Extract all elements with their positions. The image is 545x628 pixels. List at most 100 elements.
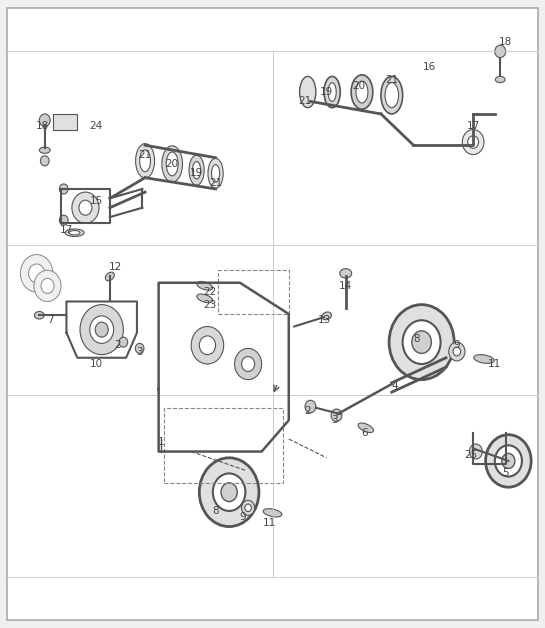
Circle shape [221,483,237,502]
Ellipse shape [328,83,336,102]
Circle shape [72,192,99,224]
Ellipse shape [34,311,44,319]
Circle shape [331,409,342,421]
Text: 3: 3 [136,347,143,357]
Circle shape [199,458,259,526]
Circle shape [28,264,45,283]
Circle shape [34,270,61,301]
Ellipse shape [189,155,204,185]
Circle shape [502,453,515,468]
Text: 1: 1 [158,437,165,447]
Text: 4: 4 [391,381,398,391]
FancyBboxPatch shape [53,114,77,129]
Text: 12: 12 [108,262,122,272]
Circle shape [79,200,92,215]
Text: 17: 17 [60,225,73,235]
Ellipse shape [140,150,150,172]
Text: 5: 5 [502,468,509,479]
Ellipse shape [192,161,201,179]
Text: 22: 22 [203,287,217,297]
Circle shape [213,474,245,511]
Ellipse shape [65,229,84,237]
Text: 25: 25 [464,450,477,460]
Circle shape [468,136,479,148]
Circle shape [234,349,262,380]
Ellipse shape [300,77,316,107]
Ellipse shape [136,144,155,178]
Text: 13: 13 [317,315,331,325]
FancyBboxPatch shape [7,8,538,620]
Text: 15: 15 [90,197,103,207]
Circle shape [199,336,216,355]
Circle shape [135,344,144,354]
Text: 6: 6 [361,428,368,438]
Ellipse shape [351,75,373,109]
Circle shape [119,337,128,347]
Text: 19: 19 [190,168,203,178]
Text: 24: 24 [90,121,103,131]
Text: 2: 2 [305,406,311,416]
Circle shape [20,254,53,292]
Text: 19: 19 [320,87,334,97]
Circle shape [90,316,113,344]
Ellipse shape [208,158,223,188]
Circle shape [241,357,255,372]
Circle shape [453,347,461,356]
Circle shape [59,184,68,194]
Text: 11: 11 [488,359,501,369]
Circle shape [241,501,255,516]
Circle shape [39,114,50,126]
Ellipse shape [166,152,178,176]
Text: 9: 9 [239,512,246,522]
Text: 18: 18 [35,121,49,131]
Text: 17: 17 [467,121,480,131]
Circle shape [495,445,522,477]
Ellipse shape [211,165,220,182]
Text: 16: 16 [423,62,437,72]
Text: 20: 20 [166,159,179,169]
Circle shape [486,435,531,487]
Ellipse shape [162,146,183,182]
Ellipse shape [340,269,352,278]
Circle shape [469,444,482,459]
Circle shape [495,45,506,58]
Ellipse shape [322,312,331,320]
Circle shape [191,327,223,364]
Circle shape [412,331,432,354]
Circle shape [41,278,54,293]
Text: 8: 8 [212,506,219,516]
Ellipse shape [385,83,398,107]
Text: 23: 23 [203,300,217,310]
Text: 9: 9 [453,340,460,350]
Text: 2: 2 [114,340,122,350]
Text: 8: 8 [413,334,420,344]
Ellipse shape [263,509,282,517]
Circle shape [389,305,454,380]
Circle shape [40,156,49,166]
Ellipse shape [381,77,403,114]
Text: 21: 21 [209,178,222,188]
Ellipse shape [356,81,368,103]
Circle shape [245,504,251,512]
Circle shape [59,215,68,225]
Ellipse shape [324,77,340,107]
Circle shape [80,305,123,355]
Circle shape [462,129,484,154]
Circle shape [449,342,465,361]
Circle shape [403,320,440,364]
Text: 18: 18 [499,37,512,47]
Ellipse shape [105,272,114,281]
Text: 11: 11 [263,519,276,528]
Circle shape [95,322,108,337]
Ellipse shape [474,355,494,364]
Text: 3: 3 [331,415,338,425]
Ellipse shape [39,147,50,153]
Text: 14: 14 [339,281,352,291]
Text: 21: 21 [385,75,398,85]
Circle shape [305,400,316,413]
Text: 20: 20 [353,81,366,91]
Ellipse shape [358,423,373,433]
Text: 21: 21 [299,97,312,106]
Ellipse shape [495,77,505,83]
Text: 7: 7 [47,315,53,325]
